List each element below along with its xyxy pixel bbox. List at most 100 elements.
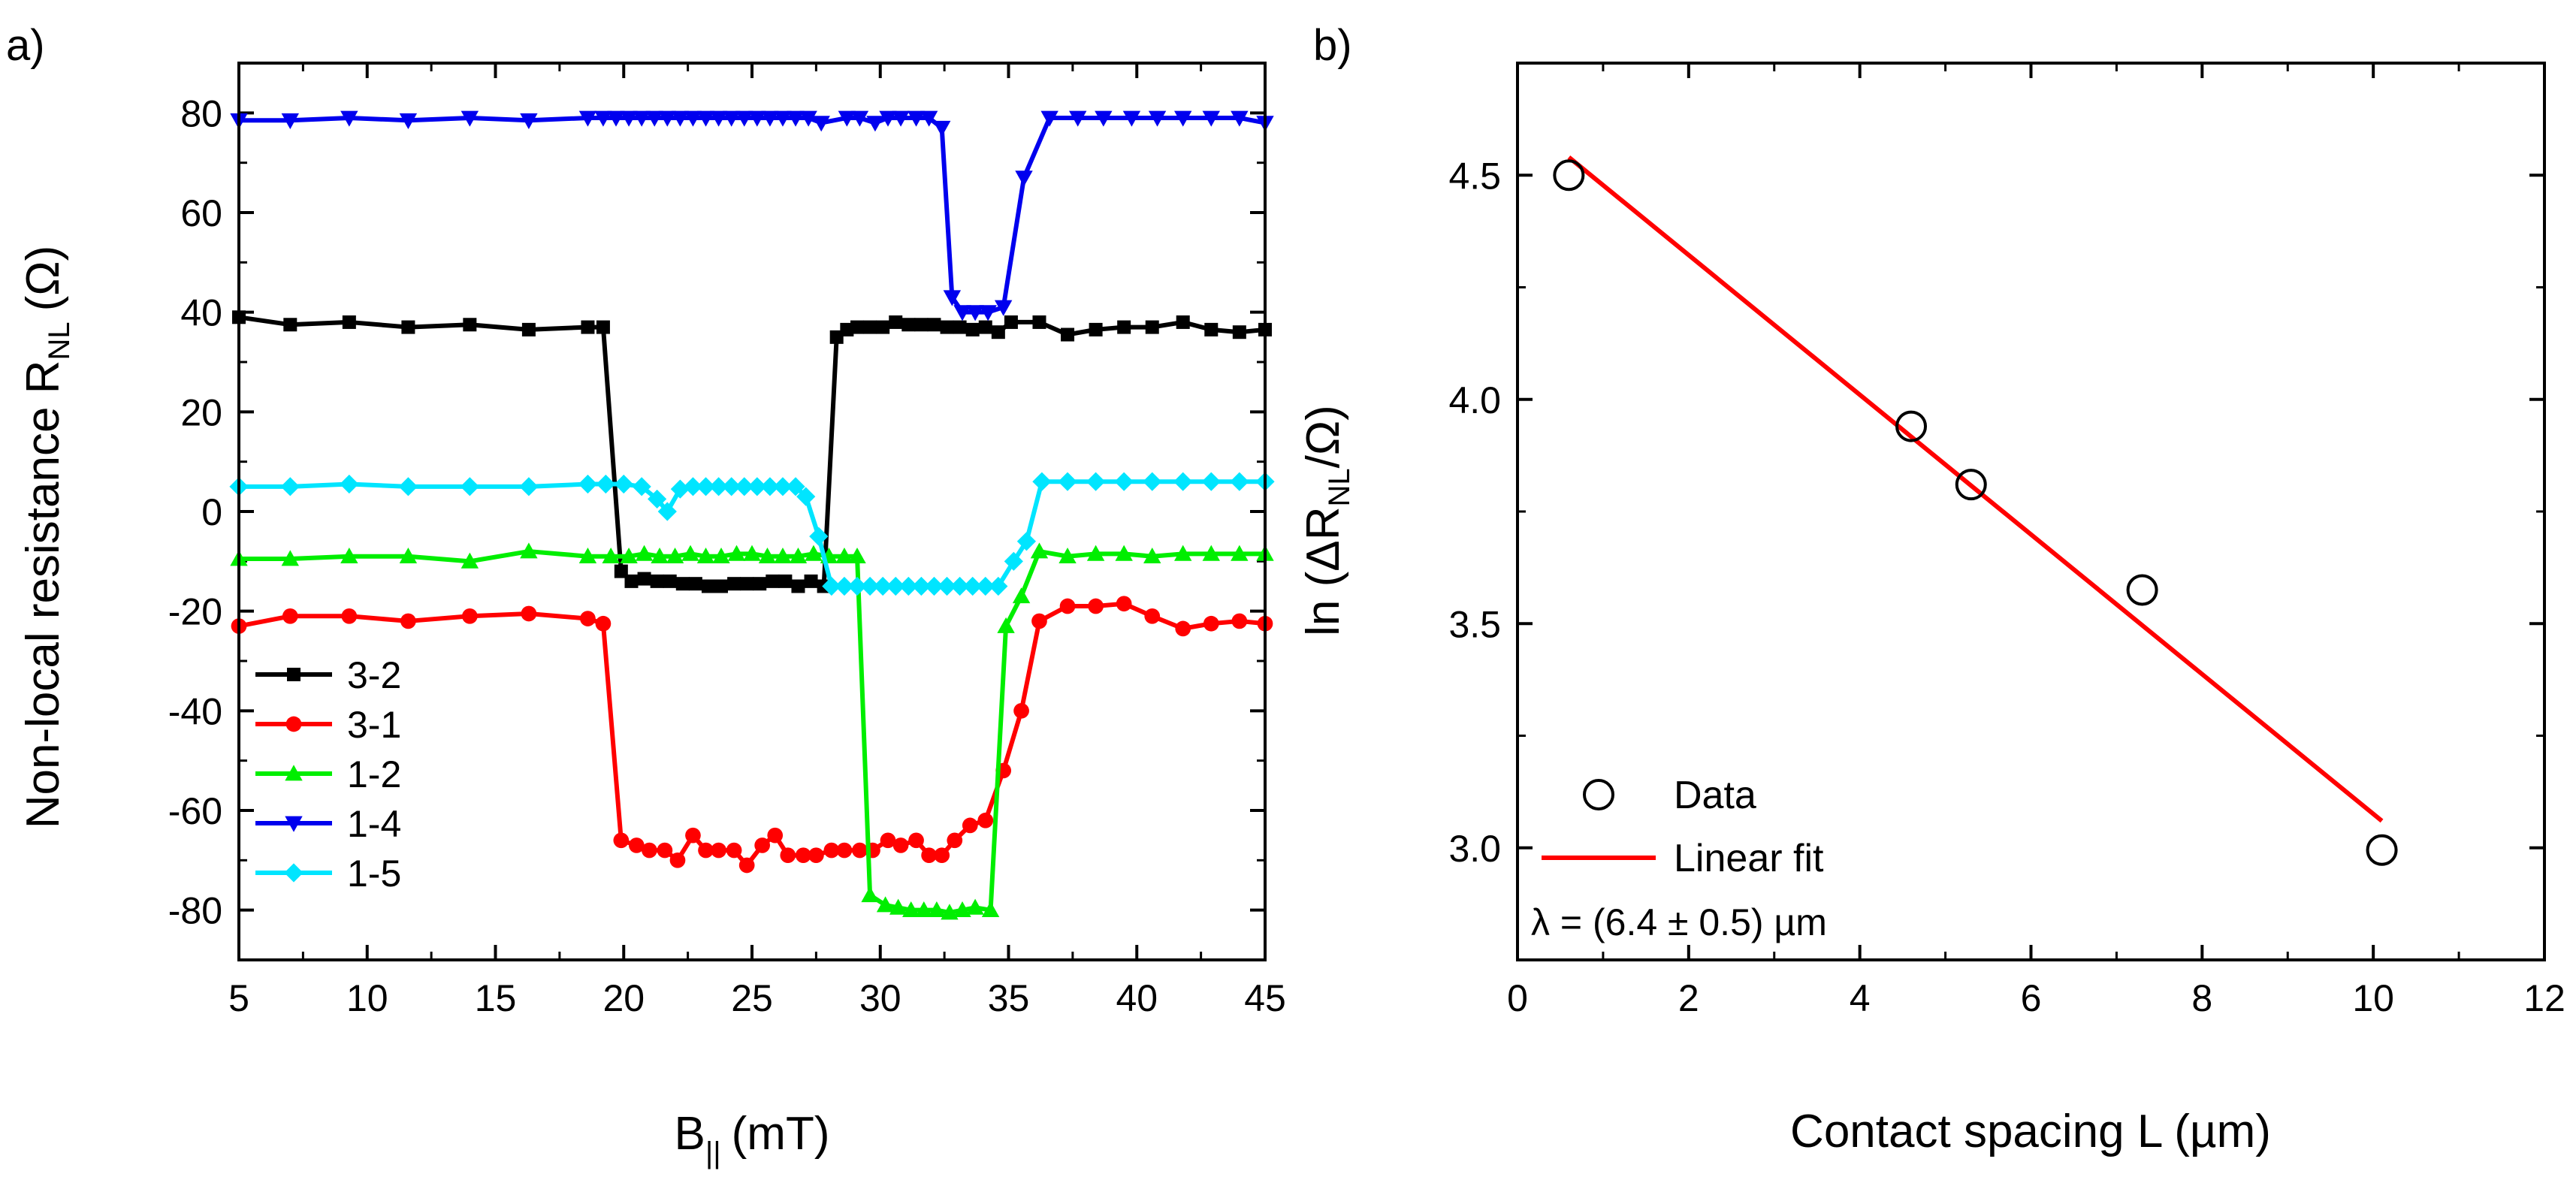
data-point-1-2 [1231, 545, 1249, 561]
data-point-3-2 [791, 579, 805, 593]
data-point-1-2 [1202, 545, 1220, 561]
data-point-1-2 [915, 901, 933, 918]
data-point-1-4 [1231, 110, 1249, 127]
data-point-1-5 [280, 477, 300, 496]
data-point-3-2 [1004, 315, 1018, 329]
data-point-3-1 [780, 847, 796, 864]
series-line-1-5 [239, 479, 1265, 589]
x-tick-label: 8 [2191, 977, 2212, 1019]
data-point-1-4 [399, 113, 418, 129]
data-point-1-4 [1202, 110, 1220, 127]
data-point-1-5 [886, 576, 905, 596]
data-point-1-5 [1086, 472, 1106, 491]
data-point-1-4 [461, 110, 479, 127]
data-point-1-2 [602, 548, 620, 564]
panel-b-ylabel: ln (ΔRNL/Ω) [1297, 405, 1356, 636]
data-point-3-2 [829, 330, 844, 344]
y-tick-label: 3.5 [1448, 603, 1501, 645]
data-point-3-2 [740, 577, 754, 591]
data-point-1-5 [786, 477, 805, 496]
data-point-1-2 [789, 548, 808, 564]
data-point-3-2 [650, 574, 664, 588]
data-point-3-1 [738, 857, 755, 874]
x-tick-label: 40 [1116, 977, 1158, 1019]
data-point-1-5 [924, 576, 944, 596]
data-point-3-1 [754, 837, 771, 853]
data-point-1-4 [812, 116, 830, 132]
data-point-1-4 [1040, 110, 1058, 127]
x-tick-label: 4 [1850, 977, 1871, 1019]
data-point-1-2 [1174, 545, 1192, 561]
data-point-3-2 [927, 318, 941, 332]
x-tick-label: 45 [1244, 977, 1286, 1019]
data-point-3-2 [637, 572, 651, 586]
x-tick-label: 15 [475, 977, 517, 1019]
data-point-3-2 [521, 322, 536, 336]
data-point-3-2 [342, 315, 356, 329]
data-point-1-4 [607, 110, 625, 127]
data-point-3-2 [1145, 320, 1159, 334]
data-point-3-1 [282, 608, 298, 624]
data-point-1-2 [461, 552, 479, 569]
data-point-1-2 [1030, 542, 1049, 559]
legend-label-1-5: 1-5 [347, 853, 401, 895]
data-point-3-1 [669, 852, 686, 868]
data-point-1-5 [596, 474, 615, 494]
data-point-1-5 [873, 576, 892, 596]
data-point-1-4 [645, 110, 663, 127]
data-point-3-1 [462, 608, 478, 624]
data-point-1-4 [671, 110, 690, 127]
data-point-1-4 [1122, 110, 1141, 127]
x-tick-label: 5 [228, 977, 249, 1019]
data-point-3-1 [836, 842, 853, 859]
data-point-1-5 [735, 477, 754, 496]
data-point-3-2 [581, 320, 595, 334]
data-point-3-1 [657, 842, 673, 859]
data-point-3-2 [1204, 322, 1219, 336]
data-point-3-2 [624, 574, 639, 588]
data-point-1-4 [620, 110, 638, 127]
data-point-1-4 [722, 110, 741, 127]
data-point-3-2 [889, 315, 903, 329]
data-point-1-5 [578, 474, 598, 494]
panel-b-annotation: λ = (6.4 ± 0.5) µm [1531, 901, 1827, 943]
data-point-1-5 [822, 576, 841, 596]
panel-b-legend: Data Linear fit [1542, 774, 1824, 880]
legend-marker-1-4 [285, 816, 303, 832]
data-point-3-1 [962, 817, 978, 834]
data-point-1-2 [635, 545, 654, 561]
data-point-1-4 [953, 305, 971, 321]
data-point-1-4 [578, 110, 597, 127]
data-point-1-4 [709, 110, 728, 127]
data-point-3-1 [613, 832, 630, 849]
data-point-1-2 [651, 548, 669, 564]
data-point-1-2 [620, 548, 638, 564]
data-point-1-5 [614, 474, 633, 494]
data-point-3-2 [778, 574, 793, 588]
legend-marker-1-5 [284, 863, 304, 883]
x-tick-label: 2 [1678, 977, 1699, 1019]
data-point-3-1 [341, 608, 358, 624]
legend-label-fit: Linear fit [1674, 837, 1824, 880]
data-point-3-1 [521, 605, 537, 622]
data-point-1-2 [835, 548, 853, 564]
data-point-3-2 [1117, 320, 1131, 334]
data-point-1-2 [966, 898, 984, 915]
data-point-3-2 [1176, 315, 1190, 329]
legend-label-3-1: 3-1 [347, 704, 401, 746]
data-point-1-5 [722, 477, 741, 496]
data-point-1-2 [774, 548, 792, 564]
x-tick-label: 35 [988, 977, 1030, 1019]
data-point-3-2 [901, 318, 916, 332]
data-point-1-2 [928, 901, 946, 918]
data-point [1553, 159, 1585, 192]
data-point-3-2 [463, 318, 477, 332]
data-point-1-4 [866, 116, 884, 132]
data-point-3-1 [1144, 608, 1161, 624]
data-point-3-1 [628, 837, 645, 853]
data-point-3-2 [727, 577, 741, 591]
data-point-3-2 [978, 320, 992, 334]
data-point-1-2 [1143, 548, 1161, 564]
data-point-1-5 [937, 576, 957, 596]
y-tick-label: 4.0 [1448, 379, 1501, 421]
